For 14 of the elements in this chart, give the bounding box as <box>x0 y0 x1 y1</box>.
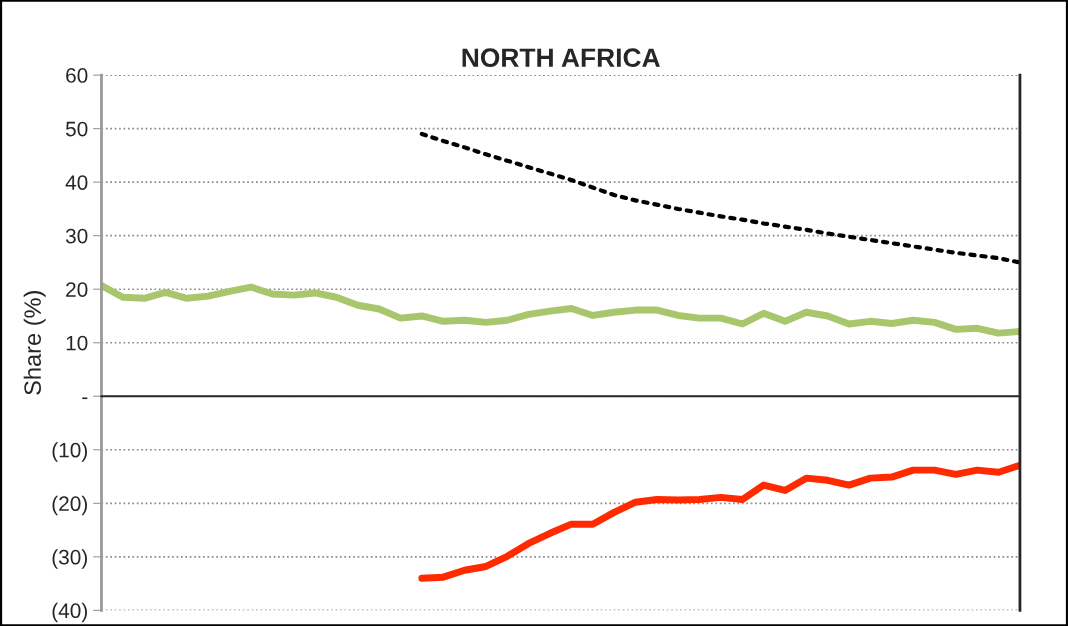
y-tick-label: 50 <box>65 121 88 137</box>
y-tick-label: - <box>82 397 88 400</box>
y-axis-title: Share (%) <box>23 291 46 395</box>
y-tick-label: (40) <box>52 602 87 623</box>
y-tick-label: 30 <box>65 228 88 244</box>
line-series <box>419 131 1020 265</box>
y-tick-label: 20 <box>66 282 88 297</box>
y-tick-label: 60 <box>66 68 88 83</box>
y-tick-label: 40 <box>65 175 88 190</box>
chart-title: NORTH AFRICA <box>462 48 660 68</box>
y-tick-label: (30) <box>52 549 87 569</box>
y-tick-label: 10 <box>66 335 88 351</box>
y-tick-label: (10) <box>52 442 87 462</box>
y-tick-label: (20) <box>52 495 87 516</box>
